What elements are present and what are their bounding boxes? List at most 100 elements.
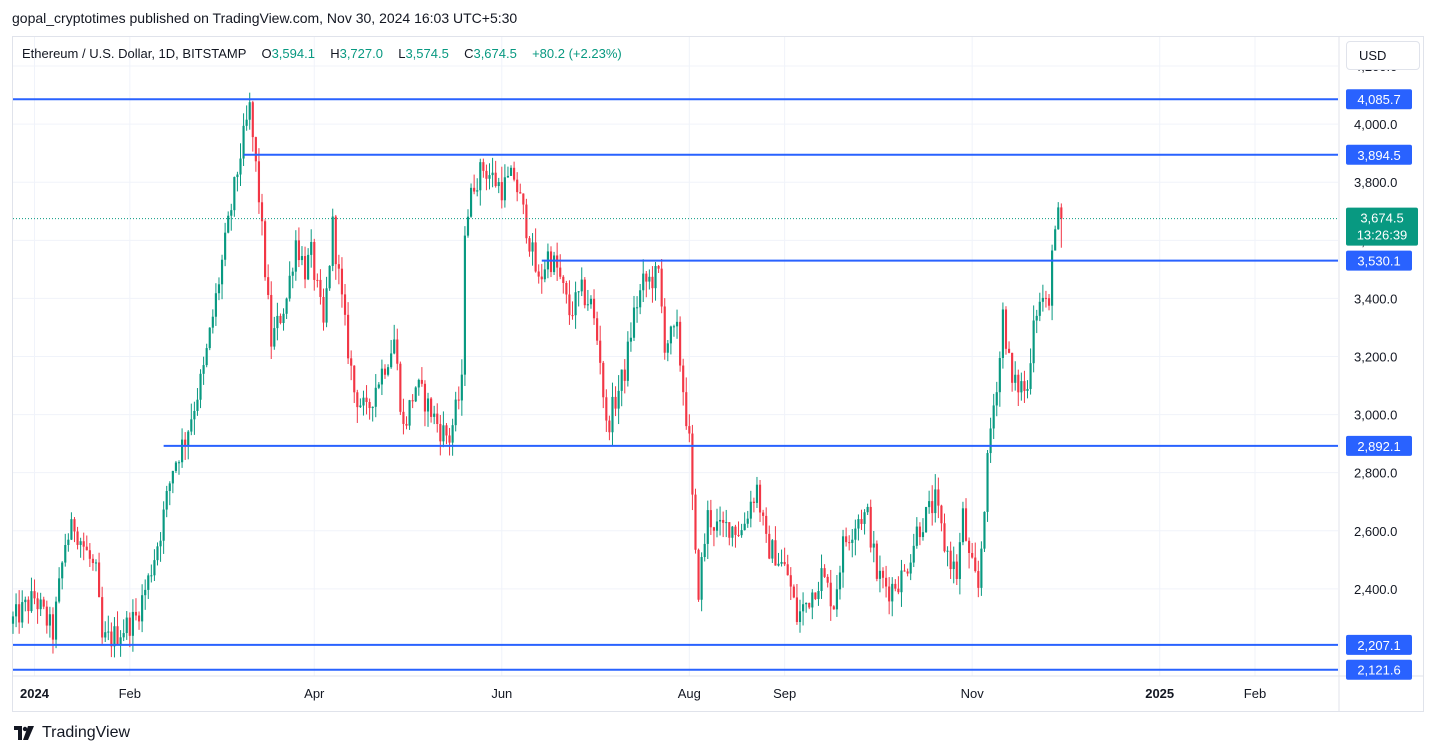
candle-body [331,216,334,266]
candle-body [193,410,196,420]
candle-body [835,589,838,610]
candle-body [1029,363,1032,389]
candle-body [931,501,934,514]
candle-body [76,531,79,545]
candle-body [1054,229,1057,251]
candle-body [319,279,322,297]
candle-body [731,526,734,538]
candle-body [165,490,168,510]
candle-body [187,431,190,446]
candle-body [841,536,845,573]
candle-body [405,423,408,426]
candle-body [743,523,746,531]
candle-body [476,190,479,192]
candle-body [116,626,119,644]
candle-body [765,515,768,534]
y-tick-label: 3,000.0 [1354,408,1397,423]
candle-body [159,540,162,547]
candle-body [1047,298,1051,306]
candle-body [224,232,227,260]
candle-body [325,288,328,323]
y-tick-label: 2,800.0 [1354,466,1397,481]
candle-body [823,568,826,577]
candle-body [629,337,632,342]
candle-body [300,256,304,261]
candle-body [307,254,310,280]
candle-body [869,506,872,548]
close-label: C [464,46,474,61]
candle-body [134,611,138,616]
candle-body [279,315,282,324]
candle-body [712,527,716,531]
candle-body [592,298,596,319]
level-badge-label: 2,207.1 [1357,638,1400,653]
candle-body [574,292,577,316]
candle-body [445,425,448,436]
candle-body [184,439,187,446]
level-layer [13,98,1338,671]
candle-body [264,221,267,278]
level-badge [1346,144,1412,165]
candle-body [845,536,848,543]
level-badge-label: 2,121.6 [1357,663,1400,678]
candle-body [749,501,752,519]
currency-button[interactable]: USD [1346,41,1420,70]
candle-body [928,501,931,508]
candle-body [543,269,546,280]
candle-body [608,420,611,433]
candle-body [14,604,18,617]
candle-body [473,187,476,192]
candle-body [875,543,878,579]
candle-body [1051,250,1054,306]
candle-body [230,210,233,216]
level-badge [1346,659,1412,680]
candle-body [328,265,331,289]
candle-body [190,419,193,432]
candle-body [586,304,589,306]
candle-body [64,545,67,563]
chart-frame [12,36,1424,712]
candle-body [921,532,925,538]
candle-body [36,598,39,610]
candle-body [663,306,666,353]
candle-body [1011,352,1014,383]
x-tick-label: Jun [491,686,512,701]
level-badge-label: 3,530.1 [1357,254,1400,269]
candle-body [703,543,706,558]
candle-body [537,271,540,277]
candle-body [217,284,221,294]
candle-body [414,387,417,402]
candle-body [513,167,516,180]
candle-body [691,433,694,495]
candle-body [497,182,500,187]
candle-body [983,511,986,549]
candle-body [211,316,214,328]
candle-body [463,235,466,375]
candle-body [648,276,651,282]
tradingview-logo-icon [14,726,34,740]
high-value: 3,727.0 [339,46,383,61]
candle-body [897,588,900,593]
candle-body [107,631,110,633]
candle-body [786,564,789,576]
candle-body [39,599,42,610]
level-badge [1346,435,1412,456]
low-value: 3,574.5 [405,46,449,61]
candle-body [528,238,531,252]
candle-body [61,562,64,579]
candle-body [144,589,147,596]
candle-body [104,632,107,638]
candle-body [774,540,777,566]
x-tick-label: Sep [773,686,796,701]
candle-body [552,255,556,273]
candle-body [878,570,882,579]
candle-body [851,539,854,543]
candle-body [989,428,992,454]
candle-body [119,637,122,644]
candle-body [451,425,454,443]
candle-body [697,549,700,600]
candle-body [267,277,270,295]
axis-layer: 2,400.0 2,600.0 2,800.0 3,000.0 3,200.0 3,400… [13,36,1424,712]
candle-body [829,582,832,607]
